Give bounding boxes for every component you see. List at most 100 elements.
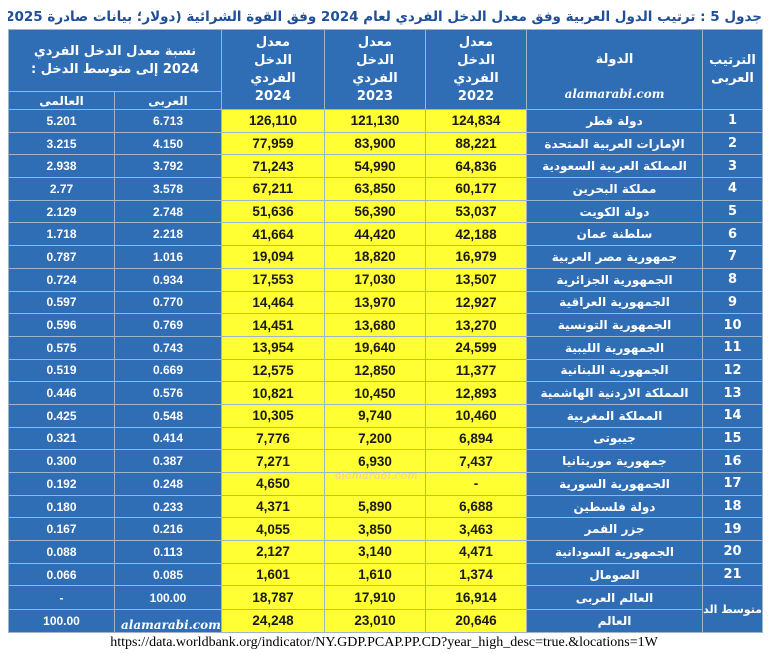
table-row: 19 جزر القمر 3,463 3,850 4,055 0.216 0.167 xyxy=(8,517,763,542)
income-2022-cell: 7,437 xyxy=(425,449,527,473)
country-cell: مملكة البحرين xyxy=(526,177,703,201)
rank-cell: 4 xyxy=(702,177,763,201)
income-2023-cell: 10,450 xyxy=(324,381,426,405)
source-link[interactable]: https://data.worldbank.org/indicator/NY.… xyxy=(110,635,658,650)
table-row: 20 الجمهورية السودانية 4,471 3,140 2,127 0.11… xyxy=(8,540,763,564)
table-row: 21 الصومال 1,374 1,610 1,601 0.085 0.066 xyxy=(8,562,763,587)
table-row: 5 دولة الكويت 53,037 56,390 51,636 2.748 2.129 xyxy=(8,199,763,224)
income-2023-cell: 3,850 xyxy=(324,517,426,542)
rank-cell: 17 xyxy=(702,472,763,496)
income-2024-cell: 10,821 xyxy=(221,381,325,405)
income-2024-cell: 2,127 xyxy=(221,540,325,564)
table-row: 6 سلطنة عمان 42,188 44,420 41,664 2.218 1.718 xyxy=(8,222,763,247)
table-row: 12 الجمهورية اللبنانية 11,377 12,850 12,575 0… xyxy=(8,358,763,383)
income-2022-cell: 24,599 xyxy=(425,335,527,360)
rank-cell: 20 xyxy=(702,540,763,564)
income-2022-cell: 12,927 xyxy=(425,290,527,315)
header-2023: معدل الدخل الفردي 2023 xyxy=(324,29,426,110)
income-2024-cell: 71,243 xyxy=(221,154,325,179)
income-2023-cell: 19,640 xyxy=(324,335,426,360)
income-2024-cell: 12,575 xyxy=(221,358,325,383)
header-row: الترتيب العربى الدولة alamarabi.com معدل… xyxy=(8,29,763,110)
header-country: الدولة alamarabi.com xyxy=(526,29,703,110)
ratio-world-cell: 1.718 xyxy=(8,222,115,247)
header-2024: معدل الدخل الفردي 2024 xyxy=(221,29,325,110)
ratio-world-cell: 0.575 xyxy=(8,335,115,360)
income-2022-cell: 16,979 xyxy=(425,245,527,269)
income-2023-cell: 9,740 xyxy=(324,403,426,428)
header-rank: الترتيب العربى xyxy=(702,29,763,110)
country-cell: الجمهورية التونسية xyxy=(526,313,703,337)
income-2022-cell: 88,221 xyxy=(425,131,527,156)
rank-cell: 6 xyxy=(702,222,763,247)
rank-cell: 11 xyxy=(702,335,763,360)
country-cell: الصومال xyxy=(526,562,703,587)
table-row: 7 جمهورية مصر العربية 16,979 18,820 19,094 1.… xyxy=(8,245,763,269)
income-2023-cell: 56,390 xyxy=(324,199,426,224)
ratio-arab-cell: 0.769 xyxy=(114,313,222,337)
ratio-world-cell: 0.787 xyxy=(8,245,115,269)
income-2024-cell: 10,305 xyxy=(221,403,325,428)
income-2022-cell: - xyxy=(425,472,527,496)
income-2024-cell: 1,601 xyxy=(221,562,325,587)
ratio-arab-cell: 1.016 xyxy=(114,245,222,269)
ratio-arab-cell: 0.934 xyxy=(114,267,222,292)
rank-cell: 19 xyxy=(702,517,763,542)
table-row: 17 الجمهورية السورية - 4,650 0.248 0.192 xyxy=(8,472,763,496)
table-row: 11 الجمهورية الليبية 24,599 19,640 13,954 0.7… xyxy=(8,335,763,360)
income-2024-cell: 19,094 xyxy=(221,245,325,269)
ratio-arab-cell: 4.150 xyxy=(114,131,222,156)
ratio-arab-cell: 0.770 xyxy=(114,290,222,315)
ratio-arab-cell: 2.748 xyxy=(114,199,222,224)
ratio-arab-cell: 0.085 xyxy=(114,562,222,587)
income-2022-cell: 13,270 xyxy=(425,313,527,337)
table-row: 13 المملكة الاردنية الهاشمية 12,893 10,450 1… xyxy=(8,381,763,405)
income-2023-cell: 5,890 xyxy=(324,494,426,519)
ratio-world-cell: 100.00 xyxy=(8,608,115,634)
country-cell: جمهورية مصر العربية xyxy=(526,245,703,269)
income-2022-cell: 13,507 xyxy=(425,267,527,292)
income-2022-cell: 53,037 xyxy=(425,199,527,224)
ratio-world-cell: 0.724 xyxy=(8,267,115,292)
ratio-world-cell: 0.446 xyxy=(8,381,115,405)
table-body: 1 دولة قطر 124,834 121,130 126,110 6.713 5.201… xyxy=(8,109,763,634)
income-2024-cell: 126,110 xyxy=(221,109,325,133)
country-cell: دولة قطر xyxy=(526,109,703,133)
subheader-row: العربى العالمى xyxy=(8,91,763,110)
income-2024-cell: 51,636 xyxy=(221,199,325,224)
header-world: العالمى xyxy=(8,91,115,110)
income-2023-cell: 6,930 xyxy=(324,449,426,473)
income-2023-cell: 121,130 xyxy=(324,109,426,133)
ratio-world-cell: 0.321 xyxy=(8,426,115,451)
country-cell: الإمارات العربية المتحدة xyxy=(526,131,703,156)
rank-cell: 21 xyxy=(702,562,763,587)
income-2023-cell: 63,850 xyxy=(324,177,426,201)
income-2022-cell: 1,374 xyxy=(425,562,527,587)
table-row: 2 الإمارات العربية المتحدة 88,221 83,900 77,… xyxy=(8,131,763,156)
income-2022-cell: 6,688 xyxy=(425,494,527,519)
income-2023-cell: 1,610 xyxy=(324,562,426,587)
income-2023-cell: 54,990 xyxy=(324,154,426,179)
average-label: متوسط الدخل الفردي xyxy=(702,585,763,633)
income-2023-cell: 13,970 xyxy=(324,290,426,315)
ratio-world-cell: 0.066 xyxy=(8,562,115,587)
rank-cell: 13 xyxy=(702,381,763,405)
income-2024-cell: 4,650 xyxy=(221,472,325,496)
income-2024-cell: 7,776 xyxy=(221,426,325,451)
rank-cell: 18 xyxy=(702,494,763,519)
income-2022-cell: 3,463 xyxy=(425,517,527,542)
ratio-world-cell: 5.201 xyxy=(8,109,115,133)
ratio-world-cell: 2.77 xyxy=(8,177,115,201)
income-2022-cell: 16,914 xyxy=(425,585,527,610)
ratio-world-cell: 0.596 xyxy=(8,313,115,337)
ratio-arab-cell: 0.113 xyxy=(114,540,222,564)
country-cell: الجمهورية السورية xyxy=(526,472,703,496)
table-row: 18 دولة فلسطين 6,688 5,890 4,371 0.233 0.180 xyxy=(8,494,763,519)
income-2023-cell: 18,820 xyxy=(324,245,426,269)
ratio-world-cell: 0.597 xyxy=(8,290,115,315)
income-2024-cell: 14,464 xyxy=(221,290,325,315)
country-cell: دولة الكويت xyxy=(526,199,703,224)
income-2023-cell: 7,200 xyxy=(324,426,426,451)
country-cell: المملكة الاردنية الهاشمية xyxy=(526,381,703,405)
ratio-world-cell: 3.215 xyxy=(8,131,115,156)
